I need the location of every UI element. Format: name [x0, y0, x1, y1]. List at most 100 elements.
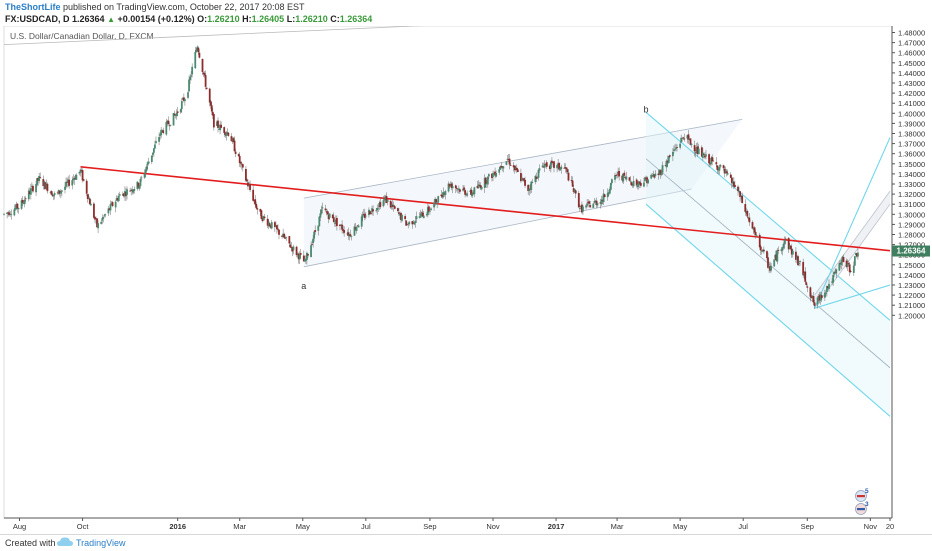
candle-body	[784, 238, 787, 240]
symbol-label[interactable]: FX:USDCAD, D	[5, 14, 70, 24]
candle-body	[847, 263, 850, 264]
candle-body	[650, 174, 653, 179]
price-tick-label: 1.38000	[898, 130, 925, 139]
candle-body	[513, 166, 516, 171]
candle-body	[3, 213, 5, 215]
candle-body	[249, 184, 251, 191]
price-tick-label: 1.47000	[898, 39, 925, 48]
candle-body	[818, 294, 821, 301]
candle-body	[58, 190, 61, 194]
price-axis[interactable]: 1.480001.470001.460001.450001.440001.430…	[891, 26, 925, 518]
candle-body	[534, 175, 537, 183]
price-tick-label: 1.39000	[898, 119, 925, 128]
candle-body	[745, 211, 748, 214]
tradingview-link[interactable]: TradingView	[76, 538, 126, 548]
candle-body	[238, 156, 241, 164]
close-label: C:	[330, 14, 340, 24]
candle-body	[385, 195, 388, 203]
candle-body	[543, 163, 546, 168]
candle-body	[852, 265, 855, 273]
candle-body	[110, 203, 113, 205]
candle-body	[356, 225, 359, 227]
candle-body	[42, 179, 45, 187]
candle-body	[139, 178, 142, 186]
candle-body	[643, 182, 645, 187]
candle-body	[732, 181, 735, 187]
annotations-layer: ab	[301, 104, 648, 291]
price-tick-label: 1.31000	[898, 200, 925, 209]
candle-body	[205, 87, 208, 90]
candle-body	[399, 213, 401, 216]
time-tick-label: Nov	[486, 522, 500, 531]
candle-body	[210, 105, 213, 112]
candle-body	[637, 181, 640, 186]
candle-body	[550, 161, 552, 169]
candle-body	[748, 217, 751, 223]
low-label: L:	[286, 14, 296, 24]
candle-body	[369, 211, 371, 215]
candle-body	[628, 177, 631, 181]
candle-body	[834, 271, 837, 273]
candle-body	[770, 266, 773, 271]
price-tick-label: 1.35000	[898, 160, 925, 169]
candle-body	[599, 202, 602, 204]
candle-body	[412, 222, 415, 224]
time-axis[interactable]: Aug Oct 2016 Mar May Jul Sep Nov 2017 Mar May Jul Se…	[4, 517, 894, 531]
candle-body	[592, 203, 595, 208]
candle-body	[624, 177, 627, 179]
candle-body	[694, 152, 697, 154]
candle-body	[463, 187, 465, 190]
candle-body	[140, 177, 143, 179]
price-tick-label: 1.24000	[898, 271, 925, 280]
candle-body	[426, 207, 429, 216]
candle-body	[232, 138, 235, 143]
middle-channel-base	[303, 188, 692, 268]
candle-body	[470, 189, 473, 195]
candle-body	[690, 143, 693, 146]
candle-body	[442, 191, 445, 197]
candle-body	[491, 173, 493, 178]
candle-body	[486, 176, 489, 185]
candle-body	[398, 212, 400, 214]
candle-body	[203, 73, 206, 76]
candle-body	[65, 181, 67, 187]
candle-body	[347, 232, 350, 236]
candle-body	[581, 204, 583, 213]
candle-body	[306, 252, 308, 260]
candle-body	[231, 138, 234, 142]
middle-channel-fill	[303, 119, 743, 267]
candle-body	[27, 190, 30, 200]
candle-body	[317, 225, 320, 231]
plot-area	[3, 26, 893, 519]
candle-body	[166, 121, 169, 123]
event-badges[interactable]: 53	[855, 488, 869, 515]
candle-body	[262, 216, 265, 220]
candle-body	[218, 129, 220, 130]
candle-body	[609, 183, 612, 190]
candle-body	[291, 247, 294, 252]
candle-body	[219, 124, 221, 131]
candle-body	[465, 194, 468, 196]
price-chart[interactable]: U.S. Dollar/Canadian Dollar, D, FXCM ab …	[0, 26, 932, 534]
candle-body	[477, 184, 480, 188]
candle-body	[290, 246, 293, 248]
candle-body	[60, 190, 63, 192]
candle-body	[273, 222, 276, 227]
candle-body	[24, 198, 27, 200]
candle-body	[451, 186, 454, 189]
candle-body	[766, 251, 768, 259]
candle-body	[101, 218, 104, 221]
candle-body	[182, 97, 185, 101]
candle-body	[588, 201, 591, 204]
candle-body	[133, 188, 136, 192]
event-flag-stripe	[856, 508, 865, 511]
author-link[interactable]: TheShortLife	[5, 2, 61, 12]
candle-body	[585, 205, 587, 208]
candle-body	[270, 222, 273, 229]
candle-body	[217, 120, 219, 128]
candle-body	[675, 147, 677, 149]
candle-body	[754, 231, 757, 236]
candle-body	[523, 178, 525, 181]
candle-body	[408, 221, 411, 225]
candle-body	[393, 206, 396, 209]
